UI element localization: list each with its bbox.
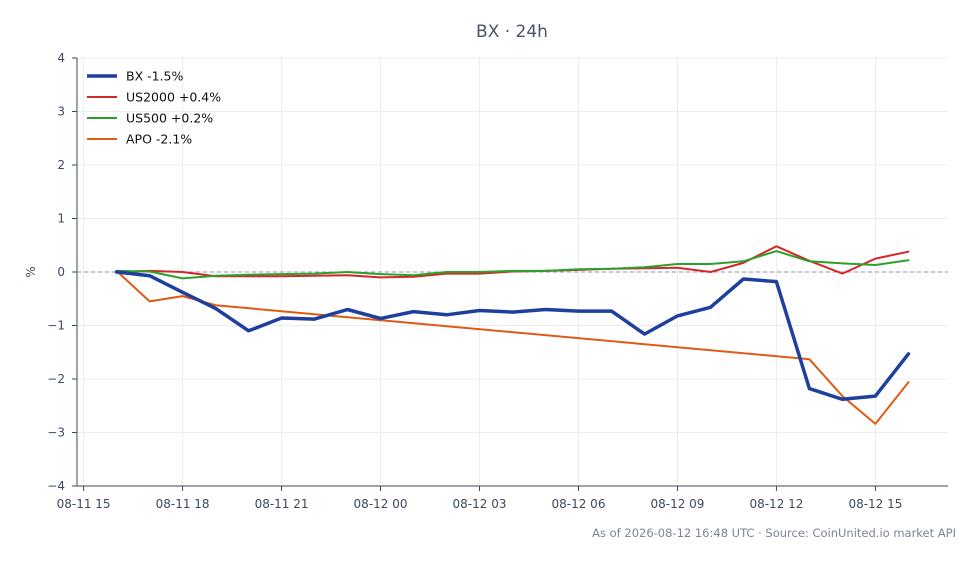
x-tick-label: 08-11 15 bbox=[57, 497, 111, 511]
y-tick-label: 0 bbox=[57, 265, 65, 279]
y-tick-label: −2 bbox=[47, 372, 65, 386]
x-tick-label: 08-12 06 bbox=[552, 497, 606, 511]
series-line-2 bbox=[115, 250, 910, 280]
series-line-0 bbox=[114, 270, 911, 402]
x-tick-label: 08-12 09 bbox=[650, 497, 704, 511]
legend: BX -1.5% US2000 +0.4% US500 +0.2% APO -2.1% bbox=[87, 69, 221, 147]
x-tick-label: 08-12 03 bbox=[453, 497, 507, 511]
chart-title: BX · 24h bbox=[476, 22, 548, 42]
series-line-3 bbox=[115, 269, 910, 425]
y-tick-label: −1 bbox=[47, 319, 65, 333]
source-footer: As of 2026-08-12 16:48 UTC · Source: Coi… bbox=[592, 526, 956, 540]
y-tick-label: 1 bbox=[57, 212, 65, 226]
x-tick-label: 08-11 18 bbox=[156, 497, 210, 511]
y-tick-label: 4 bbox=[57, 51, 65, 65]
x-tick-label: 08-11 21 bbox=[255, 497, 309, 511]
x-tick-label: 08-12 15 bbox=[848, 497, 902, 511]
axes: 08-11 15 08-11 18 08-11 21 08-12 00 08-12 03… bbox=[47, 51, 948, 511]
y-tick-label: 2 bbox=[57, 158, 65, 172]
x-tick-label: 08-12 12 bbox=[749, 497, 803, 511]
legend-label-2: US500 +0.2% bbox=[126, 111, 213, 126]
y-axis-label: % bbox=[24, 266, 38, 277]
y-tick-label: −3 bbox=[47, 426, 65, 440]
x-tick-label: 08-12 00 bbox=[354, 497, 408, 511]
y-tick-label: 3 bbox=[57, 105, 65, 119]
legend-label-1: US2000 +0.4% bbox=[126, 90, 221, 105]
series-line-1 bbox=[115, 245, 910, 279]
legend-label-0: BX -1.5% bbox=[126, 69, 184, 84]
y-tick-label: −4 bbox=[47, 479, 65, 493]
legend-label-3: APO -2.1% bbox=[126, 132, 192, 147]
series-layer bbox=[77, 245, 948, 425]
